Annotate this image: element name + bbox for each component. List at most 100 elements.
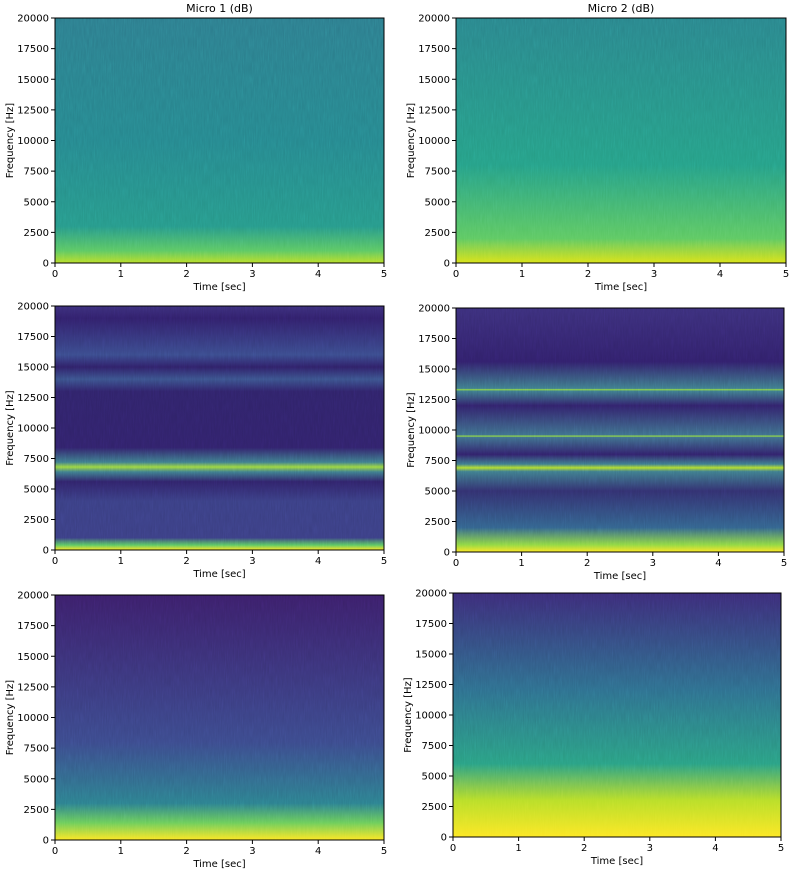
y-tick-label: 10000	[418, 426, 450, 437]
y-tick-label: 2500	[422, 802, 447, 813]
y-tick-label: 5000	[24, 485, 49, 496]
panel: 0 1 2 3 4 5 0 2500 5000 7500 10000 12500 15000 17500 2…	[406, 304, 787, 583]
y-tick-label: 20000	[418, 14, 450, 25]
x-tick-label: 3	[650, 558, 656, 569]
y-tick-label: 20000	[415, 589, 447, 600]
x-tick-label: 1	[118, 846, 124, 857]
y-tick-label: 5000	[425, 487, 450, 498]
x-axis-label: Time [sec]	[192, 859, 245, 870]
y-tick-label: 7500	[24, 744, 49, 755]
y-tick-label: 7500	[24, 454, 49, 465]
y-tick-label: 15000	[17, 75, 49, 86]
panel: 0 1 2 3 4 5 0 2500 5000 7500 10000 12500 15000 17500 2…	[5, 591, 387, 871]
panel: 0 1 2 3 4 5 0 2500 5000 7500 10000 12500 15000 17500 2…	[403, 589, 784, 868]
y-axis-label: Frequency [Hz]	[406, 392, 417, 468]
x-tick-label: 2	[183, 269, 189, 280]
y-tick-label: 20000	[17, 302, 49, 313]
y-tick-label: 17500	[415, 619, 447, 630]
y-tick-label: 10000	[415, 711, 447, 722]
y-tick-label: 12500	[415, 680, 447, 691]
y-tick-label: 7500	[425, 456, 450, 467]
y-tick-label: 0	[43, 259, 49, 270]
y-tick-label: 17500	[418, 334, 450, 345]
x-tick-label: 4	[315, 556, 321, 567]
chart-title: Micro 2 (dB)	[588, 2, 655, 15]
y-tick-label: 17500	[418, 44, 450, 55]
y-axis-label: Frequency [Hz]	[403, 677, 414, 753]
y-tick-label: 12500	[17, 682, 49, 693]
x-tick-label: 3	[647, 843, 653, 854]
y-tick-label: 7500	[24, 167, 49, 178]
spectrogram-texture	[456, 308, 784, 552]
y-tick-label: 0	[444, 548, 450, 559]
x-tick-label: 5	[781, 558, 787, 569]
x-tick-label: 4	[715, 558, 721, 569]
x-tick-label: 2	[584, 558, 590, 569]
y-tick-label: 5000	[24, 774, 49, 785]
y-tick-label: 12500	[17, 393, 49, 404]
y-tick-label: 20000	[17, 591, 49, 602]
x-tick-label: 5	[381, 269, 387, 280]
y-tick-label: 7500	[425, 167, 450, 178]
x-tick-label: 5	[778, 843, 784, 854]
y-tick-label: 10000	[17, 713, 49, 724]
x-axis-label: Time [sec]	[192, 282, 245, 293]
x-tick-label: 0	[453, 558, 459, 569]
x-tick-label: 0	[450, 843, 456, 854]
x-tick-label: 1	[519, 269, 525, 280]
x-tick-label: 3	[651, 269, 657, 280]
y-tick-label: 17500	[17, 44, 49, 55]
y-axis-label: Frequency [Hz]	[5, 103, 16, 179]
x-tick-label: 0	[52, 556, 58, 567]
x-tick-label: 1	[515, 843, 521, 854]
x-tick-label: 3	[249, 556, 255, 567]
spectrogram-texture	[453, 593, 781, 837]
panel: 0 1 2 3 4 5 0 2500 5000 7500 10000 12500 15000 17500 2…	[5, 302, 387, 581]
x-tick-label: 4	[315, 846, 321, 857]
y-tick-label: 10000	[418, 136, 450, 147]
x-tick-label: 4	[315, 269, 321, 280]
y-tick-label: 20000	[17, 14, 49, 25]
x-axis-label: Time [sec]	[590, 856, 643, 867]
y-tick-label: 5000	[425, 197, 450, 208]
y-tick-label: 0	[43, 836, 49, 847]
y-tick-label: 5000	[422, 772, 447, 783]
y-tick-label: 15000	[415, 650, 447, 661]
spectrogram-texture	[456, 18, 786, 263]
y-tick-label: 15000	[17, 363, 49, 374]
y-tick-label: 0	[43, 546, 49, 557]
y-tick-label: 12500	[17, 105, 49, 116]
x-axis-label: Time [sec]	[593, 571, 646, 582]
y-tick-label: 17500	[17, 621, 49, 632]
y-tick-label: 2500	[24, 805, 49, 816]
y-axis-label: Frequency [Hz]	[406, 103, 417, 179]
x-tick-label: 1	[118, 269, 124, 280]
y-tick-label: 0	[444, 259, 450, 270]
x-tick-label: 2	[585, 269, 591, 280]
x-tick-label: 3	[249, 269, 255, 280]
y-tick-label: 2500	[425, 228, 450, 239]
y-axis-label: Frequency [Hz]	[5, 390, 16, 466]
spectrogram-texture	[55, 595, 384, 840]
x-tick-label: 2	[581, 843, 587, 854]
y-tick-label: 12500	[418, 105, 450, 116]
panel: 0 1 2 3 4 5 0 2500 5000 7500 10000 12500 15000 17500 2…	[406, 2, 789, 293]
y-axis-label: Frequency [Hz]	[5, 680, 16, 756]
chart-title: Micro 1 (dB)	[186, 2, 253, 15]
x-tick-label: 0	[52, 269, 58, 280]
x-axis-label: Time [sec]	[192, 569, 245, 580]
y-tick-label: 15000	[418, 75, 450, 86]
y-tick-label: 12500	[418, 395, 450, 406]
x-tick-label: 1	[118, 556, 124, 567]
y-tick-label: 17500	[17, 332, 49, 343]
y-tick-label: 20000	[418, 304, 450, 315]
x-tick-label: 0	[52, 846, 58, 857]
x-tick-label: 4	[712, 843, 718, 854]
x-tick-label: 1	[518, 558, 524, 569]
x-tick-label: 5	[381, 846, 387, 857]
spectrogram-texture	[55, 18, 384, 263]
x-tick-label: 0	[453, 269, 459, 280]
y-tick-label: 2500	[425, 517, 450, 528]
y-tick-label: 7500	[422, 741, 447, 752]
